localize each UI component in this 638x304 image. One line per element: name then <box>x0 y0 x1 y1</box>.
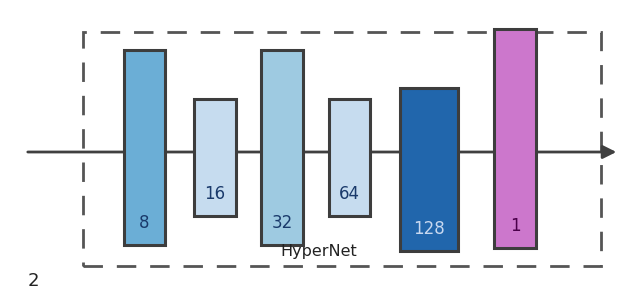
Text: HyperNet: HyperNet <box>281 244 357 258</box>
Text: 64: 64 <box>339 185 360 203</box>
Bar <box>194 99 235 216</box>
Bar <box>494 29 536 248</box>
Bar <box>262 50 303 245</box>
Text: 32: 32 <box>272 214 293 232</box>
Text: 1: 1 <box>510 217 521 235</box>
Text: 16: 16 <box>204 185 225 203</box>
Text: 8: 8 <box>139 214 150 232</box>
Bar <box>83 32 601 266</box>
Bar <box>400 88 458 251</box>
Text: 2: 2 <box>28 272 40 290</box>
Text: 128: 128 <box>413 220 445 238</box>
Bar <box>124 50 165 245</box>
Bar <box>329 99 371 216</box>
